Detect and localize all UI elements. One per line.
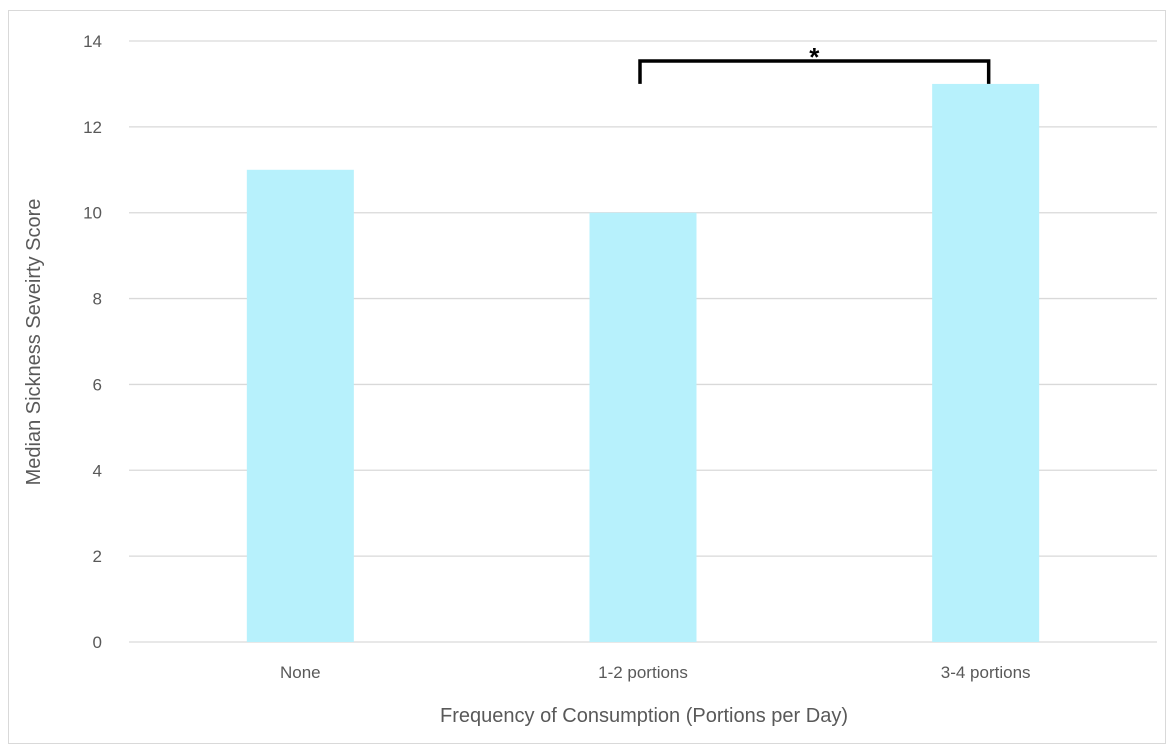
significance-marker: * bbox=[809, 42, 820, 72]
x-tick-label: 3-4 portions bbox=[941, 663, 1031, 682]
y-tick-label: 2 bbox=[93, 547, 102, 566]
x-axis-ticks: None 1-2 portions 3-4 portions bbox=[280, 663, 1031, 682]
y-tick-label: 12 bbox=[83, 118, 102, 137]
y-tick-label: 6 bbox=[93, 375, 102, 394]
x-tick-label: 1-2 portions bbox=[598, 663, 688, 682]
bar-none bbox=[246, 169, 354, 643]
bar-3-4-portions bbox=[932, 83, 1040, 642]
y-axis-ticks: 0 2 4 6 8 10 12 14 bbox=[83, 32, 102, 652]
y-tick-label: 8 bbox=[93, 290, 102, 309]
y-axis-title: Median Sickness Seveirty Score bbox=[23, 199, 45, 486]
bars bbox=[246, 83, 1040, 643]
x-tick-label: None bbox=[280, 663, 321, 682]
significance-annotation: * bbox=[638, 42, 991, 84]
y-tick-label: 10 bbox=[83, 204, 102, 223]
x-axis-title: Frequency of Consumption (Portions per D… bbox=[440, 705, 848, 727]
y-tick-label: 4 bbox=[93, 461, 102, 480]
bar-1-2-portions bbox=[589, 212, 697, 642]
y-tick-label: 0 bbox=[93, 633, 102, 652]
y-tick-label: 14 bbox=[83, 32, 102, 51]
significance-bracket bbox=[638, 59, 991, 84]
